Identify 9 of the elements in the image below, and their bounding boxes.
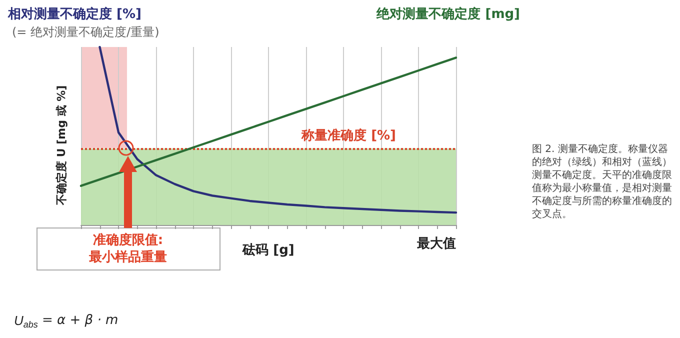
caption: 图 2. 测量不确定度。称量仪器的绝对（绿线）和相对（蓝线）测量不确定度。天平的准确度限值称为最小称量值，是相对测量不确定度与所需的称量准确度的交叉点。 [532, 143, 672, 220]
ref-line-label: 称量准确度 [%] [300, 127, 396, 144]
text: 准确度限值: 最小样品重量 [88, 232, 167, 265]
text: 相对测量不确定度 [%] [7, 6, 142, 22]
text: 绝对测量不确定度 [mg] [376, 6, 520, 22]
y-axis-title: 不确定度 U [mg 或 %] [55, 85, 68, 206]
x-axis-title: 砝码 [g] [242, 242, 294, 258]
text: (= 绝对测量不确定度/重量) [12, 25, 160, 39]
text: 最大值 [416, 236, 456, 252]
